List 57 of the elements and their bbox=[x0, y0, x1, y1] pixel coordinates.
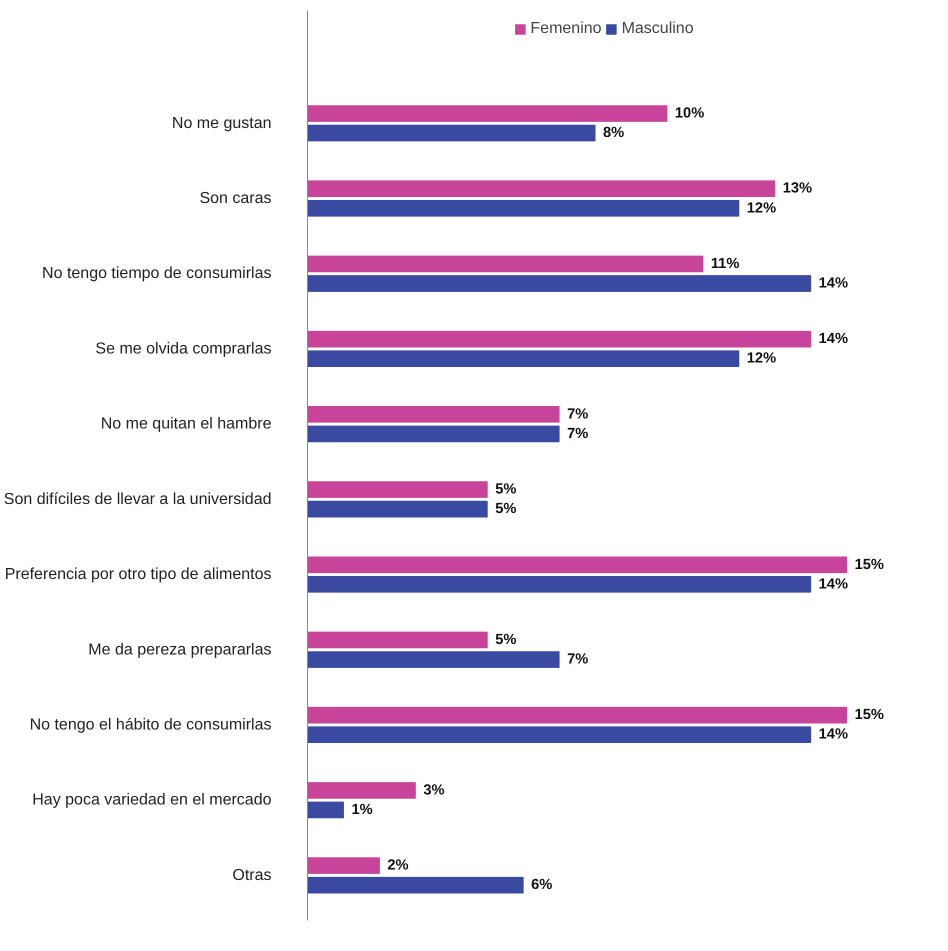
data-label: 15% bbox=[854, 556, 884, 573]
bar bbox=[308, 556, 848, 574]
data-label: 14% bbox=[818, 276, 848, 292]
bar bbox=[308, 857, 380, 874]
data-label: 1% bbox=[351, 802, 373, 818]
y-tick-label: Me da pereza prepararlas bbox=[88, 641, 272, 658]
data-label: 5% bbox=[495, 501, 516, 518]
bar bbox=[308, 200, 740, 217]
legend-label: Masculino bbox=[622, 20, 694, 38]
bar bbox=[308, 651, 560, 668]
bar bbox=[308, 330, 812, 348]
bar bbox=[308, 726, 812, 744]
data-label: 7% bbox=[567, 426, 588, 442]
data-label: 8% bbox=[603, 125, 624, 142]
bar bbox=[308, 180, 776, 198]
data-label: 5% bbox=[495, 632, 516, 648]
data-label: 11% bbox=[710, 256, 740, 272]
data-label: 10% bbox=[674, 106, 704, 122]
data-label: 14% bbox=[818, 576, 848, 592]
bar bbox=[308, 105, 668, 122]
y-tick-label: No tengo tiempo de consumirlas bbox=[42, 265, 272, 282]
bar bbox=[308, 802, 344, 818]
bar bbox=[308, 275, 812, 292]
bar bbox=[308, 706, 848, 724]
data-label: 5% bbox=[495, 482, 516, 498]
data-label: 7% bbox=[567, 406, 588, 422]
y-tick-label: Son caras bbox=[199, 190, 272, 208]
bar bbox=[308, 350, 740, 368]
bar bbox=[308, 256, 704, 272]
y-tick-label: No tengo el hábito de consumirlas bbox=[30, 716, 272, 734]
data-label: 13% bbox=[782, 180, 812, 197]
bar bbox=[308, 500, 488, 518]
data-label: 3% bbox=[423, 782, 445, 798]
y-tick-label: No me gustan bbox=[172, 114, 272, 132]
bar bbox=[308, 406, 560, 423]
y-tick-label: Se me olvida comprarlas bbox=[95, 340, 272, 358]
bar bbox=[308, 876, 524, 894]
data-label: 7% bbox=[567, 652, 588, 668]
data-label: 6% bbox=[531, 877, 552, 894]
data-label: 14% bbox=[818, 726, 848, 743]
data-label: 2% bbox=[387, 858, 409, 874]
bar bbox=[308, 576, 812, 593]
data-label: 15% bbox=[854, 707, 884, 724]
y-tick-label: Son difíciles de llevar a la universidad bbox=[4, 490, 272, 508]
bar bbox=[308, 782, 416, 799]
y-tick-label: Otras bbox=[232, 866, 272, 884]
data-label: 14% bbox=[818, 331, 848, 348]
y-tick-label: Hay poca variedad en el mercado bbox=[32, 792, 272, 809]
y-tick-label: Preferencia por otro tipo de alimentos bbox=[4, 566, 272, 584]
bar bbox=[308, 481, 488, 498]
y-tick-label: No me quitan el hambre bbox=[100, 416, 272, 433]
bar bbox=[308, 632, 488, 648]
bar bbox=[308, 124, 596, 142]
bar bbox=[308, 426, 560, 442]
legend-label: Femenino bbox=[530, 20, 602, 38]
data-label: 12% bbox=[746, 350, 776, 367]
data-label: 12% bbox=[746, 200, 776, 216]
